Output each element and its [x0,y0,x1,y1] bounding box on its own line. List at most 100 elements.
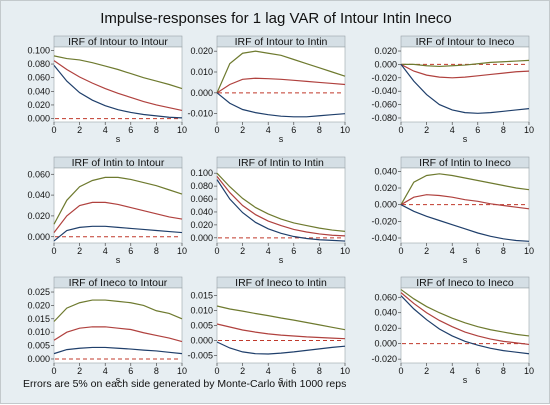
y-tick-label: 0.000 [374,339,397,349]
y-tick-label: 0.100 [190,168,213,178]
y-tick-label: -0.005 [187,351,213,361]
x-tick-label: 0 [398,125,403,135]
x-tick-label: 0 [398,366,403,376]
x-tick-label: 8 [154,246,159,256]
y-tick-label: 0.040 [27,86,50,96]
series-line-upper [400,289,530,337]
x-tick-label: 6 [475,366,480,376]
x-tick-label: 4 [450,125,455,135]
x-tick-label: 10 [177,125,187,135]
series-line-irf [53,326,183,343]
x-tick-label: 10 [524,366,534,376]
x-tick-label: 2 [240,246,245,256]
series-line-lower [400,295,530,355]
series-line-upper [216,50,346,94]
series-line-irf [216,176,346,237]
x-tick-label: 2 [77,246,82,256]
x-tick-label: 0 [51,246,56,256]
y-tick-label: 0.020 [374,46,397,56]
x-tick-label: 4 [103,366,108,376]
x-tick-label: 2 [424,125,429,135]
y-tick-label: -0.080 [371,113,397,123]
y-tick-label: 0.080 [27,59,50,69]
y-tick-label: -0.020 [371,354,397,364]
x-tick-label: 0 [214,366,219,376]
main-title: Impulse-responses for 1 lag VAR of Intou… [100,10,452,27]
y-tick-label: 0.000 [27,354,50,364]
x-tick-label: 4 [103,246,108,256]
x-tick-label: 2 [77,125,82,135]
irf-panel: IRF of Intour to Intour 0.000 0.020 0.040 0.… [27,35,187,144]
series-line-irf [216,323,346,340]
x-axis-label: s [463,255,468,265]
y-tick-label: 0.000 [190,336,213,346]
series-line-lower [53,65,183,119]
x-tick-label: 4 [266,246,271,256]
y-tick-label: 0.000 [27,232,50,242]
y-tick-label: -0.040 [371,233,397,243]
y-tick-label: 0.020 [374,183,397,193]
y-tick-label: -0.020 [371,216,397,226]
x-tick-label: 8 [501,125,506,135]
series-line-lower [216,179,346,242]
y-tick-label: 0.000 [190,233,213,243]
y-tick-label: 0.060 [190,194,213,204]
irf-panel: IRF of Ineco to Intour 0.000 0.005 0.010 0.0… [27,276,187,385]
x-axis-label: s [116,134,121,144]
series-line-lower [53,346,183,355]
x-tick-label: 2 [424,366,429,376]
x-tick-label: 6 [475,125,480,135]
x-tick-label: 8 [501,366,506,376]
y-tick-label: 0.040 [27,190,50,200]
series-line-upper [400,173,530,205]
series-line-upper [216,305,346,331]
y-tick-label: 0.005 [190,321,213,331]
series-line-upper [53,176,183,225]
x-tick-label: 10 [524,125,534,135]
x-axis-label: s [116,255,121,265]
x-axis-label: s [463,134,468,144]
irf-panel: IRF of Ineco to Ineco -0.020 0.000 0.020 0.0… [371,276,534,385]
y-tick-label: -0.010 [187,109,213,119]
y-tick-label: 0.010 [190,306,213,316]
plot-area [53,167,183,244]
x-tick-label: 0 [214,125,219,135]
x-tick-label: 6 [291,366,296,376]
irf-panel: IRF of Intour to Intin -0.010 0.000 0.010 0.… [187,35,350,144]
y-tick-label: 0.020 [190,46,213,56]
series-line-irf [400,194,530,210]
panel-title: IRF of Intin to Intour [72,157,165,169]
panel-title: IRF of Intour to Intin [235,36,328,48]
x-tick-label: 8 [501,246,506,256]
series-line-upper [216,172,346,232]
x-tick-label: 10 [340,125,350,135]
series-line-upper [401,59,530,68]
y-tick-label: 0.015 [27,314,50,324]
y-tick-label: -0.040 [371,86,397,96]
irf-panel: IRF of Intin to Ineco -0.040 -0.020 0.000 0.… [371,156,534,265]
y-tick-label: 0.020 [27,211,50,221]
y-tick-label: -0.060 [371,100,397,110]
series-line-irf [53,201,183,233]
panel-title: IRF of Ineco to Intin [235,277,327,289]
y-tick-label: 0.000 [374,59,397,69]
y-tick-label: 0.100 [27,45,50,55]
irf-panel: IRF of Ineco to Intin -0.005 0.000 0.005 0.0… [187,276,350,385]
series-line-lower [53,225,183,242]
series-line-irf [216,77,346,94]
y-tick-label: 0.060 [27,169,50,179]
x-tick-label: 2 [424,246,429,256]
x-tick-label: 8 [317,246,322,256]
y-tick-label: -0.020 [371,73,397,83]
irf-panel: IRF of Intour to Ineco -0.080 -0.060 -0.040… [371,35,534,144]
x-tick-label: 10 [524,246,534,256]
series-line-upper [53,299,183,322]
x-tick-label: 4 [103,125,108,135]
x-tick-label: 4 [266,125,271,135]
y-tick-label: 0.010 [190,67,213,77]
panel-title: IRF of Intour to Intour [68,36,168,48]
y-tick-label: 0.020 [27,300,50,310]
x-axis-label: s [116,375,121,385]
x-tick-label: 6 [128,366,133,376]
y-tick-label: 0.025 [27,287,50,297]
